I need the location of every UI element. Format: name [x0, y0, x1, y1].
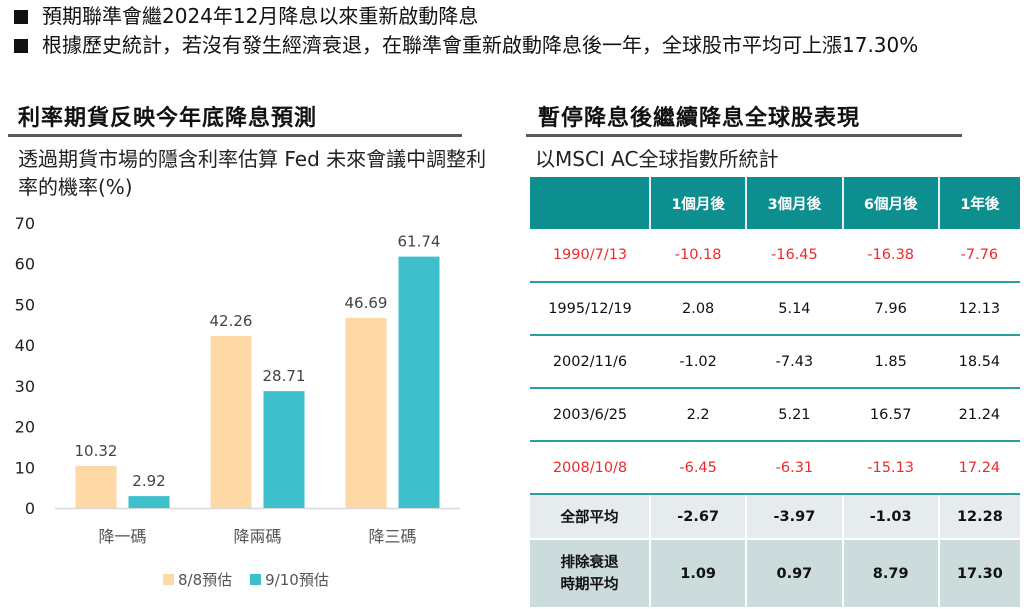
rate-probability-bar-chart: 0 10 20 30 40 50 60 70 10.32 2.92 降一碼 42.26 28.71 降兩碼…	[15, 214, 460, 546]
bar-9-10-2	[398, 256, 440, 508]
table-row: 排除衰退時期平均 1.09 0.97 8.79 17.30	[530, 538, 1020, 607]
summary-bullets: 預期聯準會繼2024年12月降息以來重新啟動降息 根據歷史統計，若沒有發生經濟衰…	[14, 2, 1024, 60]
legend-swatch-9-10	[250, 574, 262, 585]
value-cell: 12.28	[937, 494, 1020, 539]
value-cell: -1.02	[650, 335, 747, 389]
value-cell: 5.21	[746, 388, 843, 442]
bar-value-label: 2.92	[132, 472, 165, 490]
global-equity-performance-table: 1個月後 3個月後 6個月後 1年後 1990/7/13 -10.18 -16.45…	[530, 177, 1020, 607]
row-label-cell: 2008/10/8	[530, 441, 650, 495]
value-cell: 1.85	[842, 335, 939, 389]
row-label-cell: 全部平均	[530, 494, 650, 539]
table-header-row: 1個月後 3個月後 6個月後 1年後	[530, 177, 1020, 229]
x-category-label: 降兩碼	[233, 527, 281, 546]
bar-value-label: 61.74	[398, 233, 441, 251]
bar-9-10-1	[263, 391, 305, 508]
row-label-cell: 2003/6/25	[530, 388, 650, 442]
value-cell: 17.24	[938, 441, 1020, 495]
square-bullet-icon	[14, 10, 28, 24]
value-cell: -7.43	[746, 335, 843, 389]
x-category-label: 降三碼	[368, 527, 416, 546]
bar-value-label: 42.26	[210, 312, 253, 330]
value-cell: 7.96	[842, 282, 939, 336]
table-subtitle: 以MSCI AC全球指數所統計	[535, 147, 779, 171]
legend-item-8-8: 8/8預估	[163, 569, 232, 590]
table-row: 2008/10/8 -6.45 -6.31 -15.13 17.24	[530, 441, 1020, 495]
value-cell: -3.97	[745, 494, 843, 539]
table-row: 2002/11/6 -1.02 -7.43 1.85 18.54	[530, 335, 1020, 389]
bar-value-label: 10.32	[75, 442, 118, 460]
chart-section-title: 利率期貨反映今年底降息預測	[18, 106, 318, 131]
value-cell: -6.45	[650, 441, 747, 495]
header-cell-1m: 1個月後	[648, 177, 747, 229]
bullet-item: 預期聯準會繼2024年12月降息以來重新啟動降息	[14, 2, 1024, 31]
value-cell: -10.18	[650, 229, 747, 283]
value-cell: -2.67	[648, 494, 747, 539]
value-cell: -15.13	[842, 441, 939, 495]
table-row: 1995/12/19 2.08 5.14 7.96 12.13	[530, 282, 1020, 336]
row-label-cell: 1990/7/13	[530, 229, 650, 283]
value-cell: -6.31	[746, 441, 843, 495]
value-cell: 16.57	[842, 388, 939, 442]
bullet-text: 預期聯準會繼2024年12月降息以來重新啟動降息	[42, 4, 479, 28]
value-cell: 12.13	[938, 282, 1020, 336]
chart-legend: 8/8預估 9/10預估	[163, 569, 347, 590]
row-label-cell: 2002/11/6	[530, 335, 650, 389]
value-cell: -1.03	[841, 494, 939, 539]
y-tick-label: 20	[15, 418, 35, 437]
legend-label: 9/10預估	[265, 571, 329, 589]
value-cell: 5.14	[746, 282, 843, 336]
value-cell: -7.76	[938, 229, 1020, 283]
value-cell: 2.08	[650, 282, 747, 336]
table-section-title: 暫停降息後繼續降息全球股表現	[538, 106, 861, 131]
value-cell: 8.79	[841, 538, 939, 607]
bar-value-label: 46.69	[345, 294, 388, 312]
header-cell-3m: 3個月後	[745, 177, 843, 229]
y-tick-label: 40	[15, 336, 35, 355]
bar-value-label: 28.71	[263, 367, 306, 385]
value-cell: 21.24	[938, 388, 1020, 442]
bullet-text: 根據歷史統計，若沒有發生經濟衰退，在聯準會重新啟動降息後一年，全球股市平均可上漲…	[42, 33, 919, 57]
y-tick-label: 10	[15, 458, 35, 477]
value-cell: 0.97	[745, 538, 843, 607]
value-cell: -16.38	[842, 229, 939, 283]
legend-swatch-8-8	[163, 574, 174, 585]
y-tick-label: 70	[15, 214, 35, 233]
row-label-cell: 1995/12/19	[530, 282, 650, 336]
legend-item-9-10: 9/10預估	[250, 569, 329, 590]
value-cell: 2.2	[650, 388, 747, 442]
square-bullet-icon	[14, 39, 28, 53]
y-tick-label: 30	[15, 377, 35, 396]
table-row: 1990/7/13 -10.18 -16.45 -16.38 -7.76	[530, 229, 1020, 283]
bullet-item: 根據歷史統計，若沒有發生經濟衰退，在聯準會重新啟動降息後一年，全球股市平均可上漲…	[14, 31, 1024, 60]
header-cell-6m: 6個月後	[841, 177, 939, 229]
table-row: 2003/6/25 2.2 5.21 16.57 21.24	[530, 388, 1020, 442]
bar-9-10-0	[128, 496, 170, 508]
y-tick-label: 0	[25, 499, 35, 518]
row-label-cell: 排除衰退時期平均	[530, 538, 650, 607]
x-category-label: 降一碼	[98, 527, 146, 546]
chart-subtitle: 透過期貨市場的隱含利率估算 Fed 未來會議中調整利率的機率(%)	[18, 147, 487, 199]
value-cell: 1.09	[648, 538, 747, 607]
bar-8-8-1	[210, 335, 252, 508]
bar-8-8-0	[75, 465, 117, 508]
value-cell: 17.30	[937, 538, 1020, 607]
y-tick-label: 50	[15, 295, 35, 314]
header-cell-blank	[530, 177, 650, 229]
legend-label: 8/8預估	[178, 571, 233, 589]
value-cell: 18.54	[938, 335, 1020, 389]
table-row: 全部平均 -2.67 -3.97 -1.03 12.28	[530, 494, 1020, 539]
header-cell-1y: 1年後	[937, 177, 1020, 229]
bar-8-8-2	[345, 317, 387, 508]
y-tick-label: 60	[15, 255, 35, 274]
chart-section-divider	[8, 134, 462, 137]
table-section-divider	[526, 134, 962, 137]
value-cell: -16.45	[746, 229, 843, 283]
